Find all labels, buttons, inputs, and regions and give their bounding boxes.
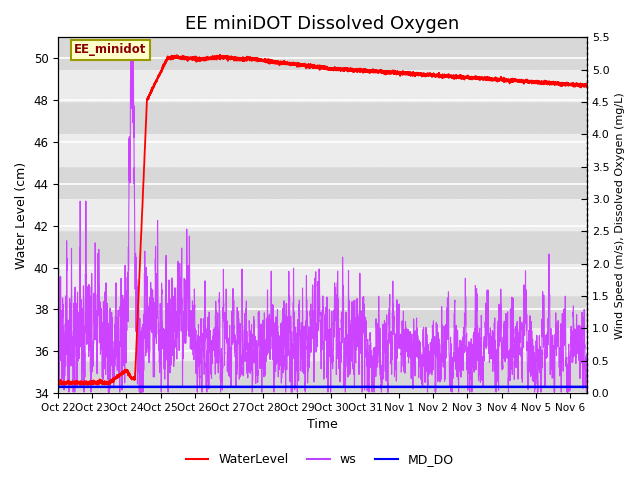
Bar [58, 167, 587, 199]
Text: EE_minidot: EE_minidot [74, 43, 147, 56]
Bar [58, 102, 587, 134]
Y-axis label: Water Level (cm): Water Level (cm) [15, 162, 28, 269]
Title: EE miniDOT Dissolved Oxygen: EE miniDOT Dissolved Oxygen [186, 15, 460, 33]
Y-axis label: Wind Speed (m/s), Dissolved Oxygen (mg/L): Wind Speed (m/s), Dissolved Oxygen (mg/L… [615, 92, 625, 338]
Bar [58, 264, 587, 296]
Bar [58, 37, 587, 70]
Bar [58, 70, 587, 102]
Legend: WaterLevel, ws, MD_DO: WaterLevel, ws, MD_DO [181, 448, 459, 471]
Bar [58, 134, 587, 167]
Bar [58, 296, 587, 328]
Bar [58, 361, 587, 393]
Bar [58, 199, 587, 231]
Bar [58, 328, 587, 361]
Bar [58, 231, 587, 264]
X-axis label: Time: Time [307, 419, 338, 432]
